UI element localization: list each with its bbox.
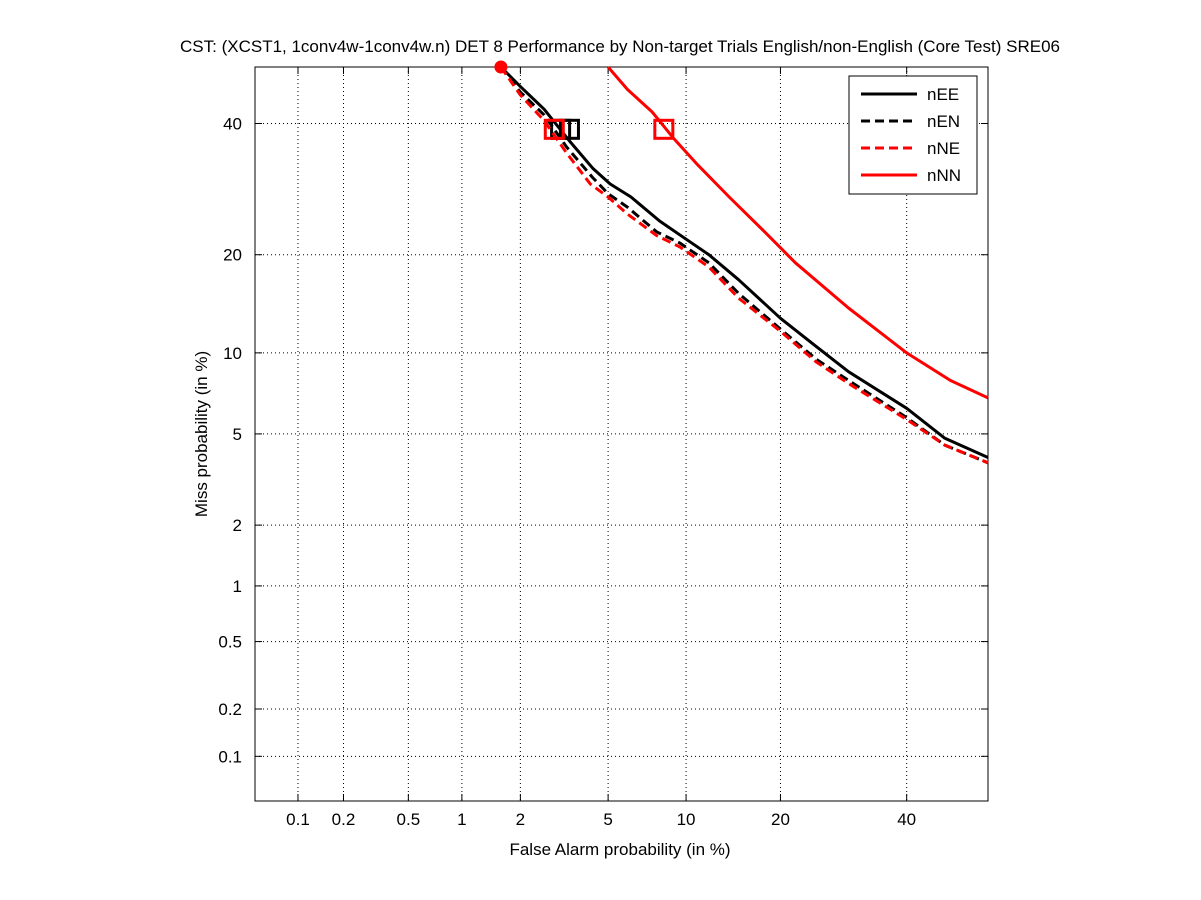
legend-label-nen: nEN	[927, 112, 960, 131]
x-tick-label: 5	[603, 810, 612, 829]
y-tick-label: 40	[223, 115, 242, 134]
marker-box-nne	[543, 118, 565, 140]
series-lines	[494, 60, 989, 465]
legend-label-nne: nNE	[927, 139, 960, 158]
x-tick-label: 0.5	[397, 810, 421, 829]
y-tick-label: 2	[233, 516, 242, 535]
x-tick-label: 10	[677, 810, 696, 829]
series-line-nen	[499, 66, 989, 465]
series-line-nne	[499, 66, 989, 465]
x-tick-label: 0.1	[286, 810, 310, 829]
y-tick-label: 5	[233, 425, 242, 444]
y-axis-label: Miss probability (in %)	[192, 351, 211, 517]
x-tick-label: 2	[516, 810, 525, 829]
y-tick-label: 0.1	[218, 747, 242, 766]
series-line-nnn	[606, 66, 989, 400]
axis-ticks: 0.1 0.2 0.5 1 2 5 10 20 40 0.1 0.2 0.5 1 2 5 10 20 40	[218, 67, 988, 829]
legend: nEE nEN nNE nNN	[848, 75, 978, 195]
y-tick-label: 0.5	[218, 633, 242, 652]
chart-title: CST: (XCST1, 1conv4w-1conv4w.n) DET 8 Pe…	[180, 37, 1060, 56]
y-tick-label: 0.2	[218, 700, 242, 719]
x-tick-label: 1	[457, 810, 466, 829]
x-tick-label: 0.2	[332, 810, 356, 829]
marker-box-nnn	[653, 118, 675, 140]
marker-circle-nne	[494, 60, 508, 74]
x-tick-label: 40	[897, 810, 916, 829]
legend-label-nee: nEE	[927, 85, 959, 104]
legend-label-nnn: nNN	[927, 166, 961, 185]
x-axis-label: False Alarm probability (in %)	[509, 840, 730, 859]
x-tick-label: 20	[771, 810, 790, 829]
y-tick-label: 1	[233, 577, 242, 596]
y-tick-label: 20	[223, 246, 242, 265]
y-tick-label: 10	[223, 344, 242, 363]
